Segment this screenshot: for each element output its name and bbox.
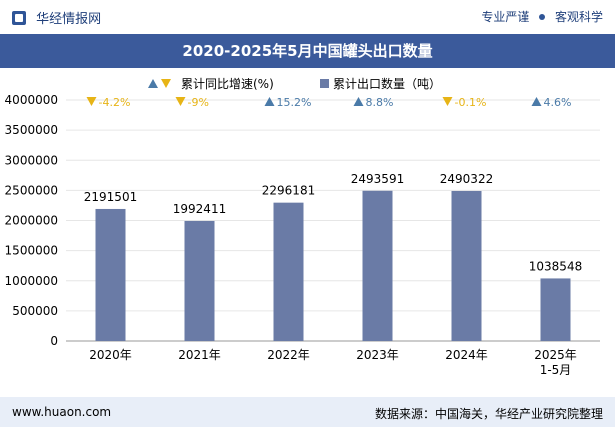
chart-title: 2020-2025年5月中国罐头出口数量 bbox=[0, 34, 615, 68]
legend-growth-label: 累计同比增速(%) bbox=[181, 77, 274, 91]
brand-logo-icon bbox=[12, 11, 26, 25]
y-tick-label: 500000 bbox=[12, 304, 58, 318]
bar bbox=[451, 190, 482, 341]
legend-bar-swatch bbox=[320, 79, 329, 88]
legend: 累计同比增速(%) 累计出口数量（吨） bbox=[148, 76, 441, 91]
y-axis: 0 500000 1000000 1500000 2000000 2500000 30000… bbox=[5, 93, 58, 348]
growth-value-label: 8.8% bbox=[366, 96, 394, 109]
top-right-slogan: 专业严谨 客观科学 bbox=[481, 8, 603, 25]
x-tick-label: 2025年 bbox=[534, 348, 577, 362]
growth-value-label: 4.6% bbox=[544, 96, 572, 109]
bar bbox=[184, 220, 215, 341]
bar-value-label: 2493591 bbox=[351, 172, 404, 186]
footer-source: 数据来源：中国海关，华经产业研究院整理 bbox=[374, 407, 603, 421]
slogan-dot-icon bbox=[539, 14, 546, 20]
y-tick-label: 3000000 bbox=[5, 153, 58, 167]
growth-down-triangle-icon bbox=[86, 97, 97, 106]
bars bbox=[95, 190, 571, 341]
bar-value-label: 2490322 bbox=[440, 172, 493, 186]
growth-value-label: -0.1% bbox=[455, 96, 487, 109]
top-bar: 华经情报网 专业严谨 客观科学 bbox=[0, 0, 615, 34]
x-tick-label: 2023年 bbox=[356, 348, 399, 362]
y-tick-label: 3500000 bbox=[5, 123, 58, 137]
y-tick-label: 2500000 bbox=[5, 183, 58, 197]
legend-up-triangle-icon bbox=[148, 79, 158, 88]
growth-up-triangle-icon bbox=[264, 97, 275, 106]
bar-value-label: 1992411 bbox=[173, 202, 226, 216]
slogan-right: 客观科学 bbox=[554, 10, 603, 24]
legend-bar-label: 累计出口数量（吨） bbox=[333, 76, 441, 91]
bar bbox=[362, 190, 393, 341]
y-tick-label: 1500000 bbox=[5, 244, 58, 258]
brand: 华经情报网 bbox=[12, 8, 101, 27]
bar bbox=[273, 202, 304, 341]
footer-website[interactable]: www.huaon.com bbox=[12, 405, 112, 419]
x-tick-label: 2022年 bbox=[267, 348, 310, 362]
brand-name: 华经情报网 bbox=[36, 12, 102, 27]
legend-down-triangle-icon bbox=[161, 79, 171, 88]
y-tick-label: 0 bbox=[50, 334, 58, 348]
y-tick-label: 2000000 bbox=[5, 214, 58, 228]
x-tick-label: 2024年 bbox=[445, 348, 488, 362]
bar-value-label: 2296181 bbox=[262, 184, 315, 198]
growth-value-label: -9% bbox=[188, 96, 209, 109]
bar bbox=[95, 208, 126, 341]
bar-value-label: 1038548 bbox=[529, 259, 582, 273]
growth-value-label: 15.2% bbox=[277, 96, 312, 109]
footer: www.huaon.com 数据来源：中国海关，华经产业研究院整理 bbox=[0, 397, 615, 427]
growth-down-triangle-icon bbox=[442, 97, 453, 106]
growth-up-triangle-icon bbox=[353, 97, 364, 106]
growth-value-label: -4.2% bbox=[99, 96, 131, 109]
bar-labels: 2191501 1992411 2296181 2493591 2490322 10385… bbox=[84, 172, 582, 274]
x-tick-label: 2021年 bbox=[178, 348, 221, 362]
x-tick-label: 2020年 bbox=[89, 348, 132, 362]
y-tick-label: 4000000 bbox=[5, 93, 58, 107]
growth-up-triangle-icon bbox=[531, 97, 542, 106]
y-tick-label: 1000000 bbox=[5, 274, 58, 288]
bar-value-label: 2191501 bbox=[84, 190, 137, 204]
x-tick-label: 1-5月 bbox=[540, 363, 572, 377]
grid bbox=[66, 99, 600, 342]
slogan-left: 专业严谨 bbox=[481, 10, 530, 24]
growth-labels: -4.2% -9% 15.2% 8.8% -0.1% 4.6% bbox=[86, 96, 572, 109]
chart: 累计同比增速(%) 累计出口数量（吨） 0 500000 1000000 1500000… bbox=[5, 76, 600, 377]
growth-down-triangle-icon bbox=[175, 97, 186, 106]
bar bbox=[540, 278, 571, 341]
